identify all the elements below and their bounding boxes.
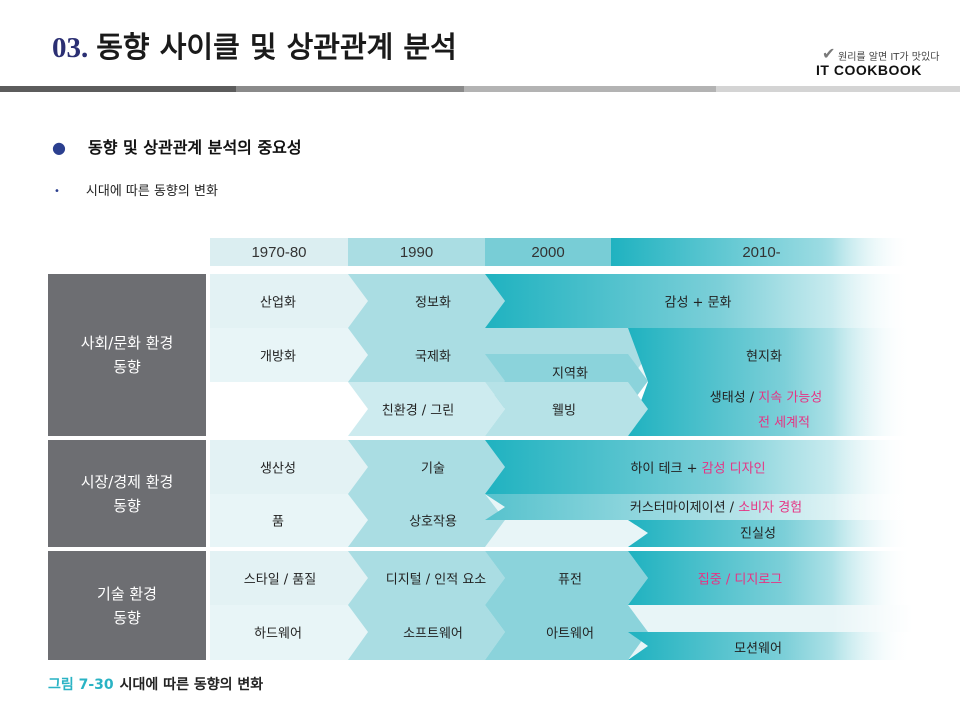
- period-header-1970-80: 1970-80: [210, 238, 348, 266]
- header-rule-lighter: [716, 86, 960, 92]
- label-eco-green: 친환경 / 그린: [381, 403, 455, 419]
- artware-arrow: [485, 605, 648, 660]
- header-rule-mid: [236, 86, 464, 92]
- label-digital-human: 디지털 / 인적 요소: [385, 572, 487, 588]
- label-artware: 아트웨어: [546, 626, 594, 642]
- label-regionalization: 지역화: [552, 366, 588, 382]
- bullet-dot-icon: ●: [52, 138, 66, 157]
- hightech-arrow: [485, 440, 912, 494]
- label-localization: 현지화: [746, 349, 782, 365]
- trend-change-diagram: 1970-80 1990 2000 2010- 사회/문화 환경 동향 시장/경…: [48, 238, 912, 660]
- secondary-bullet-text: 시대에 따른 동향의 변화: [85, 184, 218, 199]
- figure-caption-text: 시대에 따른 동향의 변화: [119, 677, 264, 693]
- label-productivity: 생산성: [260, 461, 296, 477]
- software-arrow: [348, 605, 505, 660]
- figure-caption: 그림 7-30 시대에 따른 동향의 변화: [48, 674, 263, 694]
- label-technology: 기술: [421, 461, 445, 477]
- emotion-culture-arrow: [485, 274, 912, 328]
- period-header-2000: 2000: [485, 238, 611, 266]
- figure-number: 그림 7-30: [48, 677, 114, 693]
- eco-green-arrow: [348, 382, 505, 436]
- logo-tagline: 원리를 알면 IT가 맛있다: [838, 52, 940, 63]
- title-text: 동향 사이클 및 상관관계 분석: [96, 30, 457, 64]
- label-ecological-sustainability: 생태성 / 지속 가능성: [709, 390, 823, 406]
- label-hightech-emotional-design: 하이 테크 + 감성 디자인: [630, 461, 766, 477]
- period-header-1990: 1990: [348, 238, 485, 266]
- label-hardware: 하드웨어: [254, 626, 302, 642]
- section-number: 03.: [52, 32, 89, 64]
- secondary-bullet: • 시대에 따른 동향의 변화: [54, 180, 218, 199]
- primary-bullet-text: 동향 및 상관관계 분석의 중요성: [87, 138, 302, 157]
- wellbeing-arrow: [485, 382, 648, 436]
- label-emotion-culture: 감성 + 문화: [664, 295, 732, 311]
- label-industrialization: 산업화: [260, 295, 296, 311]
- right-fade: [832, 238, 912, 660]
- trend-arrows: [48, 274, 912, 660]
- it-cookbook-logo: ✔ 원리를 알면 IT가 맛있다 IT COOKBOOK: [790, 44, 950, 84]
- label-product: 품: [272, 514, 284, 530]
- interaction-arrow: [348, 494, 505, 547]
- category-technology: 기술 환경 동향: [48, 551, 206, 660]
- digital-human-arrow: [348, 551, 505, 605]
- fusion-arrow: [485, 551, 648, 605]
- label-software: 소프트웨어: [403, 626, 463, 642]
- customization-arrow: [485, 494, 912, 520]
- label-style-quality: 스타일 / 품질: [243, 572, 317, 588]
- primary-bullet: ● 동향 및 상관관계 분석의 중요성: [52, 134, 302, 158]
- label-motionware: 모션웨어: [734, 641, 782, 657]
- bullet-dot-icon: •: [54, 186, 60, 197]
- label-informationization: 정보화: [415, 295, 451, 311]
- checkmark-icon: ✔: [822, 44, 836, 63]
- label-customization-experience: 커스터마이제이션 / 소비자 경험: [629, 500, 803, 516]
- separator-line: [48, 436, 912, 440]
- label-internationalization: 국제화: [415, 349, 451, 365]
- label-authenticity: 진실성: [740, 526, 776, 542]
- category-market-economy: 시장/경제 환경 동향: [48, 440, 206, 547]
- logo-brand: IT COOKBOOK: [816, 62, 922, 78]
- separator-line: [48, 547, 912, 551]
- technology-arrow: [348, 440, 505, 494]
- page-title: 03. 동향 사이클 및 상관관계 분석: [52, 24, 457, 66]
- information-arrow: [348, 274, 505, 328]
- label-global: 전 세계적: [758, 415, 810, 431]
- header-rule-light: [464, 86, 716, 92]
- label-interaction: 상호작용: [409, 514, 457, 530]
- label-concentration-digilog: 집중 / 디지로그: [697, 572, 783, 588]
- label-opening: 개방화: [260, 349, 296, 365]
- label-wellbeing: 웰빙: [552, 403, 576, 419]
- header-rule-dark: [0, 86, 236, 92]
- category-society-culture: 사회/문화 환경 동향: [48, 274, 206, 436]
- label-fusion: 퓨전: [558, 572, 582, 588]
